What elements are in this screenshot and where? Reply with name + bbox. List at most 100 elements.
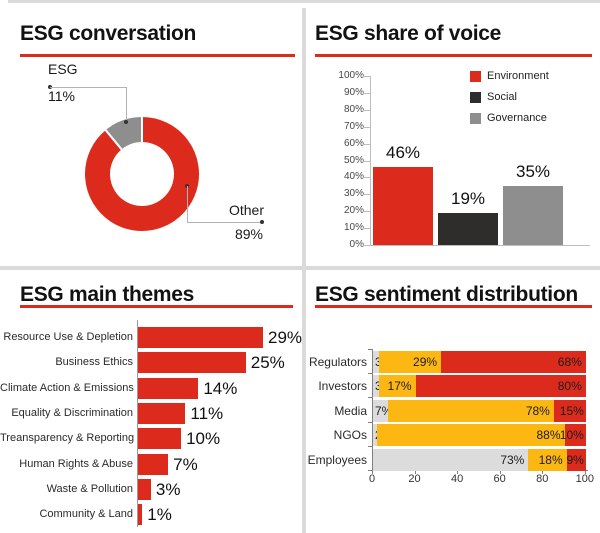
y-tick-mark	[363, 194, 370, 196]
title-underline	[315, 305, 592, 308]
x-tick-mark	[542, 470, 544, 474]
donut-slice-esg	[103, 114, 143, 152]
x-tick-label: 80	[536, 473, 549, 485]
category-label: Community & Land	[39, 508, 133, 521]
panel-title-share-of-voice: ESG share of voice	[315, 22, 502, 45]
y-tick-label: 100%	[338, 70, 364, 81]
panel-esg-main-themes: ESG main themes Resource Use & Depletion…	[0, 270, 302, 533]
legend-swatch-governance	[470, 112, 481, 124]
y-tick-mark	[363, 228, 370, 230]
x-tick-label: 60	[493, 473, 506, 485]
x-tick-mark	[372, 470, 373, 474]
callout-line	[126, 87, 127, 121]
theme-bar-value: 10%	[186, 429, 221, 449]
panel-esg-share-of-voice: ESG share of voice 0% 10% 20% 30% 40% 50% 60% 7…	[306, 0, 600, 266]
divider-vertical	[302, 8, 306, 533]
bar-value-social: 19%	[450, 188, 486, 208]
segment	[377, 424, 565, 447]
segment	[566, 448, 586, 471]
callout-line	[187, 186, 188, 223]
x-tick-mark	[414, 470, 416, 474]
y-axis-line	[137, 320, 138, 527]
category-label: Waste & Pollution	[46, 482, 133, 495]
segment-label: 80%	[557, 379, 582, 394]
donut-svg	[83, 114, 201, 233]
category-label: NGOs	[333, 428, 367, 443]
y-tick-mark	[368, 397, 372, 399]
x-axis-line	[370, 245, 590, 246]
donut-slice-other	[83, 114, 201, 233]
title-underline	[315, 54, 592, 57]
y-tick-mark	[363, 143, 370, 145]
theme-bar	[138, 478, 151, 500]
title-underline	[20, 305, 293, 308]
theme-bar-value: 7%	[173, 454, 198, 474]
callout-other-value: 89%	[234, 226, 263, 242]
theme-bar	[138, 327, 263, 348]
sentiment-plot: 020406080100Regulators3%29%68%Investors3…	[306, 270, 600, 533]
legend-item-environment: Environment	[470, 70, 549, 82]
theme-bar	[138, 428, 182, 450]
category-label: Employees	[307, 452, 367, 467]
category-label: Business Ethics	[55, 356, 133, 369]
theme-bar	[138, 402, 186, 424]
bar-governance	[503, 185, 563, 245]
theme-bar	[138, 453, 169, 475]
donut-chart	[83, 114, 201, 233]
y-tick-mark	[363, 76, 370, 77]
legend-label: Governance	[487, 112, 547, 124]
y-tick-mark	[368, 445, 372, 447]
segment	[373, 448, 529, 471]
category-label: Human Rights & Abuse	[19, 457, 133, 470]
callout-line	[187, 222, 263, 223]
category-label: Investors	[318, 379, 367, 394]
legend-item-governance: Governance	[470, 112, 547, 124]
legend-item-social: Social	[470, 91, 517, 103]
category-label: Treansparency & Reporting	[0, 432, 135, 445]
segment	[415, 375, 586, 398]
panel-title-main-themes: ESG main themes	[20, 283, 195, 306]
y-tick-label: 80%	[343, 103, 364, 115]
theme-bar-value: 25%	[250, 353, 285, 373]
segment	[379, 375, 416, 398]
x-tick-label: 0	[368, 473, 376, 485]
x-tick-label: 20	[408, 473, 421, 485]
legend-label: Environment	[487, 70, 549, 82]
segment	[373, 375, 380, 398]
theme-bar-value: 11%	[190, 403, 224, 423]
category-label: Equality & Discrimination	[11, 406, 133, 419]
category-label: Regulators	[308, 355, 367, 369]
x-tick-mark	[584, 470, 586, 474]
callout-dot	[124, 120, 128, 124]
panel-esg-conversation: ESG conversation ESG 11% Other 89%	[0, 0, 302, 266]
main-themes-plot: Resource Use & Depletion 29% Business Ethi…	[0, 270, 302, 533]
y-tick-label: 40%	[343, 171, 364, 183]
y-tick-mark	[368, 373, 372, 375]
segment	[441, 351, 586, 373]
top-border	[8, 0, 600, 3]
segment	[528, 448, 567, 471]
theme-bar-value: 3%	[155, 479, 181, 499]
y-axis-line	[372, 349, 373, 471]
y-tick-mark	[368, 470, 372, 471]
title-underline	[20, 54, 295, 57]
theme-bar-value: 29%	[267, 328, 303, 347]
legend-swatch-social	[470, 91, 481, 103]
x-tick-label: 100	[575, 473, 594, 485]
callout-dot	[260, 220, 264, 224]
segment	[564, 424, 586, 447]
segment	[373, 399, 388, 422]
segment-label: 68%	[557, 355, 582, 369]
legend-swatch-environment	[470, 70, 481, 82]
bar-value-governance: 35%	[515, 161, 551, 181]
bar-social	[438, 212, 498, 245]
y-tick-mark	[368, 349, 372, 350]
category-label: Climate Action & Emissions	[0, 381, 134, 394]
segment-label: 17%	[387, 379, 412, 394]
y-tick-label: 0%	[349, 239, 364, 250]
y-tick-mark	[363, 211, 370, 213]
y-tick-label: 20%	[343, 205, 364, 217]
segment-label: 9%	[566, 452, 584, 467]
segment	[373, 351, 380, 373]
panel-esg-sentiment: ESG sentiment distribution 0 20 40 60 80 100 R…	[306, 270, 600, 533]
